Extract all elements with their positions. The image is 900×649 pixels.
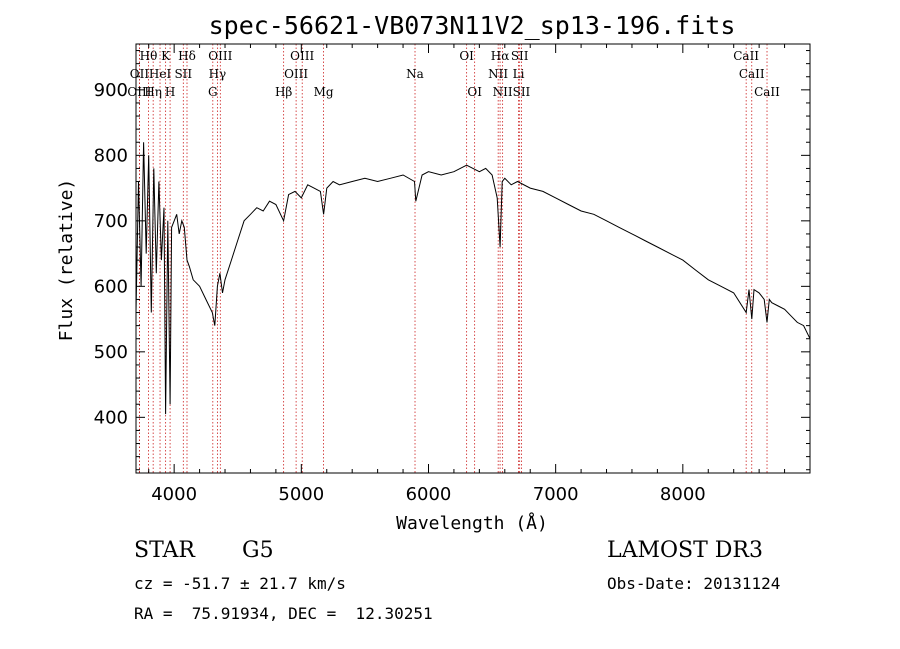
line-label: Na — [406, 67, 424, 81]
object-subclass: G5 — [242, 538, 274, 563]
line-label: Hθ — [140, 49, 158, 63]
line-label: NII — [488, 67, 508, 81]
x-tick-label: 4000 — [151, 484, 197, 505]
line-label: CaII — [739, 67, 765, 81]
x-tick-label: 6000 — [406, 484, 452, 505]
object-class: STAR — [134, 538, 195, 563]
line-label: Hγ — [209, 67, 227, 81]
line-label: K — [161, 49, 171, 63]
line-label: HeI — [149, 67, 172, 81]
y-tick-label: 700 — [94, 211, 128, 232]
y-axis-label: Flux (relative) — [56, 179, 77, 342]
spectrum-line — [135, 142, 811, 415]
coordinates: RA = 75.91934, DEC = 12.30251 — [134, 604, 433, 623]
line-label: CaII — [733, 49, 759, 63]
y-tick-label: 900 — [94, 80, 128, 101]
line-label: SII — [513, 85, 531, 99]
line-label: OIII — [290, 49, 314, 63]
line-label: Hβ — [275, 85, 292, 99]
y-tick-label: 400 — [94, 407, 128, 428]
line-label: Hδ — [178, 49, 196, 63]
observation-date: Obs-Date: 20131124 — [607, 574, 781, 593]
x-tick-label: 7000 — [533, 484, 579, 505]
line-label: Hα — [491, 49, 510, 63]
line-label: Li — [513, 67, 525, 81]
line-label: SII — [511, 49, 529, 63]
survey-name: LAMOST DR3 — [607, 538, 763, 563]
x-axis-label: Wavelength (Å) — [396, 512, 548, 534]
line-label: OII — [130, 67, 150, 81]
line-label: H — [165, 85, 175, 99]
emission-line-labels: Hθ OII OIII K HeI Hη Hδ SII H OIII Hγ G OIII OIII Hβ Mg… — [127, 49, 780, 99]
redshift-cz: cz = -51.7 ± 21.7 km/s — [134, 574, 346, 593]
plot-frame — [135, 43, 811, 474]
y-tick-label: 800 — [94, 145, 128, 166]
x-axis-ticks: 4000 5000 6000 7000 8000 — [148, 44, 811, 505]
y-tick-label: 500 — [94, 342, 128, 363]
line-label: OIII — [127, 85, 151, 99]
line-label: Mg — [314, 85, 334, 99]
line-label: NII — [493, 85, 513, 99]
line-label: OI — [467, 85, 482, 99]
line-label: G — [208, 85, 218, 99]
line-label: OIII — [208, 49, 232, 63]
emission-line-markers — [139, 44, 768, 473]
line-label: OI — [459, 49, 474, 63]
chart-title: spec-56621-VB073N11V2_sp13-196.fits — [209, 11, 736, 40]
line-label: SII — [174, 67, 192, 81]
x-tick-label: 8000 — [660, 484, 706, 505]
line-label: Hη — [144, 85, 162, 99]
line-label: OIII — [284, 67, 308, 81]
line-label: CaII — [754, 85, 780, 99]
x-tick-label: 5000 — [278, 484, 324, 505]
y-axis-ticks: 400 500 600 700 800 900 — [94, 50, 810, 471]
y-tick-label: 600 — [94, 276, 128, 297]
